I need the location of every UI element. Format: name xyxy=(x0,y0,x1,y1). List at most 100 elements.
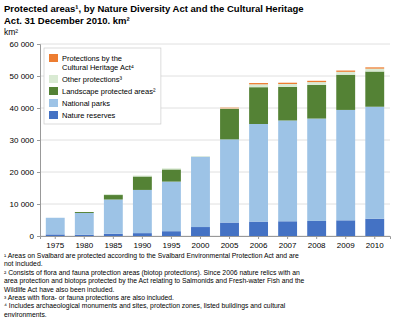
y-tick-mark xyxy=(37,76,40,77)
x-tick-label: 2006 xyxy=(250,241,268,250)
legend-label: Protections by theCultural Heritage Act⁴ xyxy=(62,54,134,72)
bar xyxy=(133,233,152,236)
bar xyxy=(336,71,355,72)
bar xyxy=(191,156,210,157)
x-tick-mark xyxy=(287,236,288,239)
x-tick-mark xyxy=(316,236,317,239)
y-axis-line xyxy=(37,45,41,237)
bar xyxy=(104,195,123,199)
y-tick-mark xyxy=(37,108,40,109)
bar xyxy=(104,234,123,236)
footnote-line: ³ Areas with flora- or fauna protections… xyxy=(4,294,174,302)
y-axis: 010 00020 00030 00040 00050 00060 000 xyxy=(10,40,41,241)
footnote-line: area protection and biotops protected by… xyxy=(4,277,305,285)
x-tick-label: 2009 xyxy=(337,241,355,250)
y-tick: 10 000 xyxy=(10,200,40,209)
legend-label: National parks xyxy=(62,99,110,108)
y-tick-mark xyxy=(37,236,40,237)
y-tick: 20 000 xyxy=(10,168,40,177)
x-tick: 2000 xyxy=(192,236,210,250)
bar xyxy=(365,69,384,72)
x-tick-mark xyxy=(171,236,172,239)
bar xyxy=(162,182,181,232)
legend-label: Landscape protected areas² xyxy=(62,87,156,96)
grid-line xyxy=(40,44,390,45)
y-tick: 0 xyxy=(30,232,40,241)
bar xyxy=(104,200,123,234)
bars xyxy=(46,67,384,236)
footnote-line: ⁴ Includes archaeological monuments and … xyxy=(4,302,286,310)
x-tick-label: 1990 xyxy=(133,241,151,250)
legend-entry: Landscape protected areas² xyxy=(49,87,156,96)
bar xyxy=(278,221,297,236)
bar xyxy=(278,83,297,84)
legend-swatch xyxy=(49,75,58,83)
bar xyxy=(162,231,181,236)
footnote-line: environments. xyxy=(4,311,47,318)
bar-series xyxy=(46,219,384,236)
bar xyxy=(278,84,297,87)
bar xyxy=(249,222,268,236)
y-tick-mark xyxy=(37,172,40,173)
legend-label: Other protections³ xyxy=(62,75,123,84)
x-tick-label: 1995 xyxy=(163,241,181,250)
y-tick-mark xyxy=(37,44,40,45)
footnote: ¹ Areas on Svalbard are protected accord… xyxy=(4,252,305,318)
bar xyxy=(307,82,326,85)
bar xyxy=(336,220,355,236)
bar xyxy=(46,217,65,218)
bar xyxy=(336,75,355,110)
y-tick-label: 40 000 xyxy=(10,104,35,113)
x-axis-line xyxy=(41,237,391,240)
x-tick-label: 1985 xyxy=(104,241,122,250)
x-tick-label: 2010 xyxy=(366,241,384,250)
legend-label-line: Protections by the xyxy=(62,54,122,63)
bar xyxy=(336,72,355,75)
x-tick-label: 2005 xyxy=(221,241,239,250)
bar xyxy=(133,190,152,233)
legend-label-line: Cultural Heritage Act⁴ xyxy=(62,63,134,72)
x-tick: 2007 xyxy=(279,236,297,250)
footnote-line: Wildlife Act have also been included. xyxy=(4,286,114,293)
bar xyxy=(191,156,210,157)
x-tick: 1980 xyxy=(75,236,93,250)
x-tick-mark xyxy=(200,236,201,239)
bar xyxy=(249,84,268,87)
footnote-line: ¹ Areas on Svalbard are protected accord… xyxy=(4,252,299,260)
bar xyxy=(249,83,268,84)
bar xyxy=(75,212,94,213)
bar xyxy=(365,107,384,219)
title-line: Protected areas¹, by Nature Diversity Ac… xyxy=(4,3,304,14)
legend-label-line: Landscape protected areas² xyxy=(62,87,156,96)
bar xyxy=(75,212,94,214)
x-tick-mark xyxy=(258,236,259,239)
bar xyxy=(191,157,210,227)
bar xyxy=(191,227,210,236)
footnote-line: ² Consists of flora and fauna protection… xyxy=(4,269,300,277)
plot: 010 00020 00030 00040 00050 00060 000197… xyxy=(10,40,391,250)
x-tick-label: 1980 xyxy=(75,241,93,250)
x-tick: 1985 xyxy=(104,236,122,250)
bar xyxy=(133,176,152,189)
legend-label-line: Nature reserves xyxy=(62,111,116,120)
chart: Protected areas¹, by Nature Diversity Ac… xyxy=(0,0,400,320)
bar xyxy=(307,221,326,236)
legend-swatch xyxy=(49,111,58,119)
bar xyxy=(220,139,239,222)
bar xyxy=(220,108,239,110)
bar xyxy=(249,124,268,222)
x-tick: 1990 xyxy=(133,236,151,250)
bar-series xyxy=(46,107,384,235)
x-tick-mark xyxy=(84,236,85,239)
bar xyxy=(220,107,239,109)
x-tick-label: 2000 xyxy=(192,241,210,250)
y-tick: 50 000 xyxy=(10,72,40,81)
y-tick-label: 50 000 xyxy=(10,72,35,81)
bar xyxy=(162,168,181,169)
y-tick-mark xyxy=(37,204,40,205)
y-tick-label: 20 000 xyxy=(10,168,35,177)
x-tick: 2006 xyxy=(250,236,268,250)
title: Protected areas¹, by Nature Diversity Ac… xyxy=(4,3,304,26)
x-tick-label: 2008 xyxy=(308,241,326,250)
y-tick-label: 60 000 xyxy=(10,40,35,49)
